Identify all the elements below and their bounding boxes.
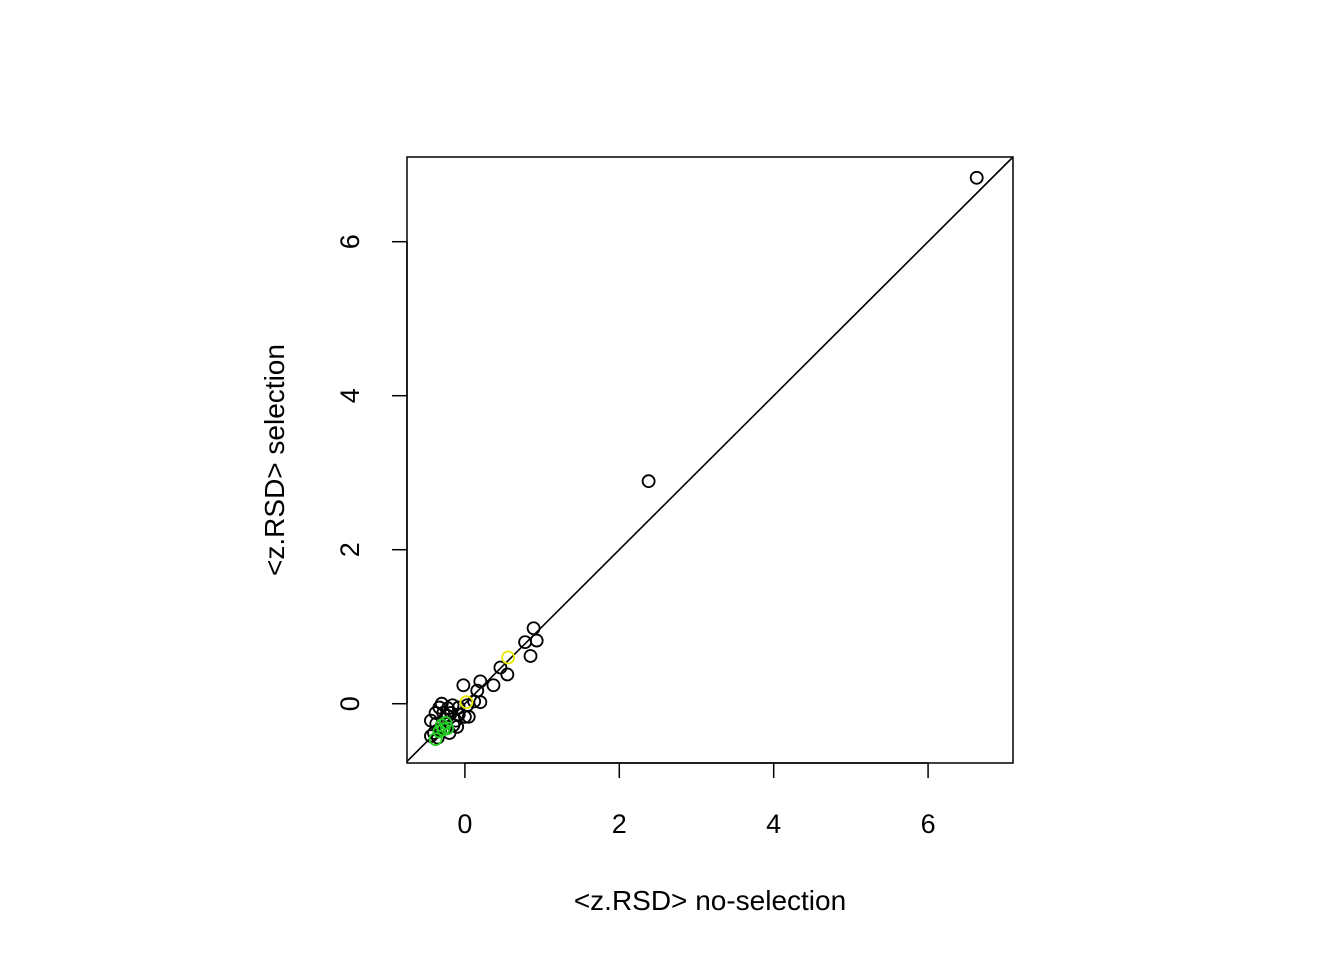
data-point	[518, 635, 533, 650]
data-point	[969, 170, 984, 185]
data-point	[486, 678, 501, 693]
data-point	[441, 701, 455, 716]
data-point	[428, 732, 443, 747]
data-point	[473, 674, 488, 689]
data-point	[641, 474, 656, 489]
data-point	[438, 716, 453, 730]
data-point	[526, 621, 541, 636]
data-point	[501, 650, 516, 665]
data-point	[529, 633, 544, 648]
data-point	[459, 695, 474, 710]
x-tick-label: 2	[612, 809, 627, 839]
data-point	[456, 678, 471, 693]
x-axis-title: <z.RSD> no-selection	[574, 885, 846, 916]
data-point	[440, 721, 455, 736]
y-axis-title: <z.RSD> selection	[259, 344, 290, 576]
x-tick-label: 0	[457, 809, 472, 839]
y-tick-label: 2	[335, 542, 365, 557]
points-layer	[424, 170, 984, 747]
identity-line	[406, 156, 1014, 763]
x-axis: 0 2 4 6	[457, 762, 936, 839]
data-point	[467, 694, 482, 709]
data-point	[451, 707, 466, 722]
x-tick-label: 6	[921, 809, 936, 839]
x-tick-label: 4	[766, 809, 781, 839]
data-point	[523, 649, 538, 663]
y-tick-label: 0	[335, 696, 365, 711]
y-axis: 0 2 4 6	[335, 234, 408, 711]
identity-line-layer	[406, 156, 1014, 763]
y-tick-label: 6	[335, 234, 365, 249]
y-tick-label: 4	[335, 388, 365, 403]
data-point	[493, 660, 508, 675]
data-point	[473, 695, 488, 710]
data-point	[500, 667, 515, 682]
